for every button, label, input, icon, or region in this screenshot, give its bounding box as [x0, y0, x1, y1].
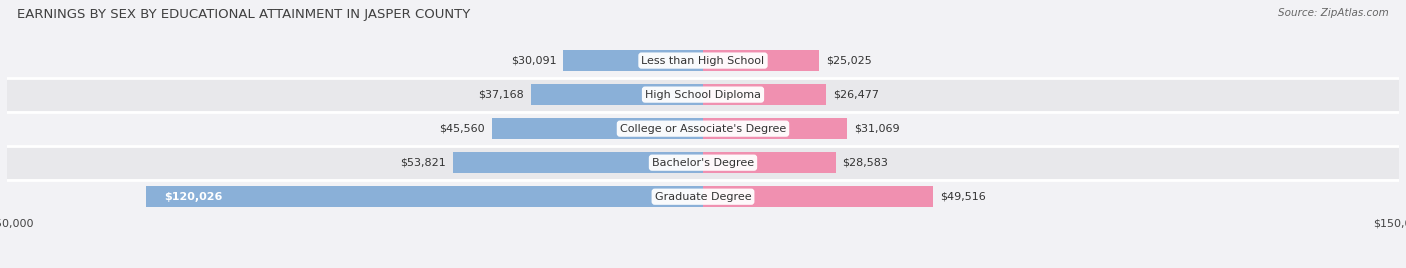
Bar — [530, 84, 703, 105]
Bar — [703, 118, 848, 139]
Text: EARNINGS BY SEX BY EDUCATIONAL ATTAINMENT IN JASPER COUNTY: EARNINGS BY SEX BY EDUCATIONAL ATTAINMEN… — [17, 8, 470, 21]
Text: High School Diploma: High School Diploma — [645, 90, 761, 100]
Text: Bachelor's Degree: Bachelor's Degree — [652, 158, 754, 168]
Bar — [492, 118, 703, 139]
Bar — [146, 187, 703, 207]
Bar — [7, 44, 1399, 77]
Text: $28,583: $28,583 — [842, 158, 889, 168]
Text: $31,069: $31,069 — [853, 124, 900, 134]
Bar — [564, 50, 703, 71]
Text: $30,091: $30,091 — [510, 55, 557, 66]
Text: $120,026: $120,026 — [165, 192, 224, 202]
Bar — [7, 112, 1399, 145]
Bar — [703, 50, 820, 71]
Bar — [703, 152, 835, 173]
Text: $26,477: $26,477 — [832, 90, 879, 100]
Text: Less than High School: Less than High School — [641, 55, 765, 66]
Bar — [453, 152, 703, 173]
Bar — [7, 78, 1399, 111]
Bar — [703, 187, 932, 207]
Text: Source: ZipAtlas.com: Source: ZipAtlas.com — [1278, 8, 1389, 18]
Legend: Male, Female: Male, Female — [638, 265, 768, 268]
Text: $25,025: $25,025 — [827, 55, 872, 66]
Text: College or Associate's Degree: College or Associate's Degree — [620, 124, 786, 134]
Text: Graduate Degree: Graduate Degree — [655, 192, 751, 202]
Text: $37,168: $37,168 — [478, 90, 523, 100]
Bar — [7, 146, 1399, 179]
Text: $45,560: $45,560 — [439, 124, 485, 134]
Text: $53,821: $53,821 — [401, 158, 446, 168]
Bar — [703, 84, 825, 105]
Text: $49,516: $49,516 — [939, 192, 986, 202]
Bar — [7, 180, 1399, 213]
